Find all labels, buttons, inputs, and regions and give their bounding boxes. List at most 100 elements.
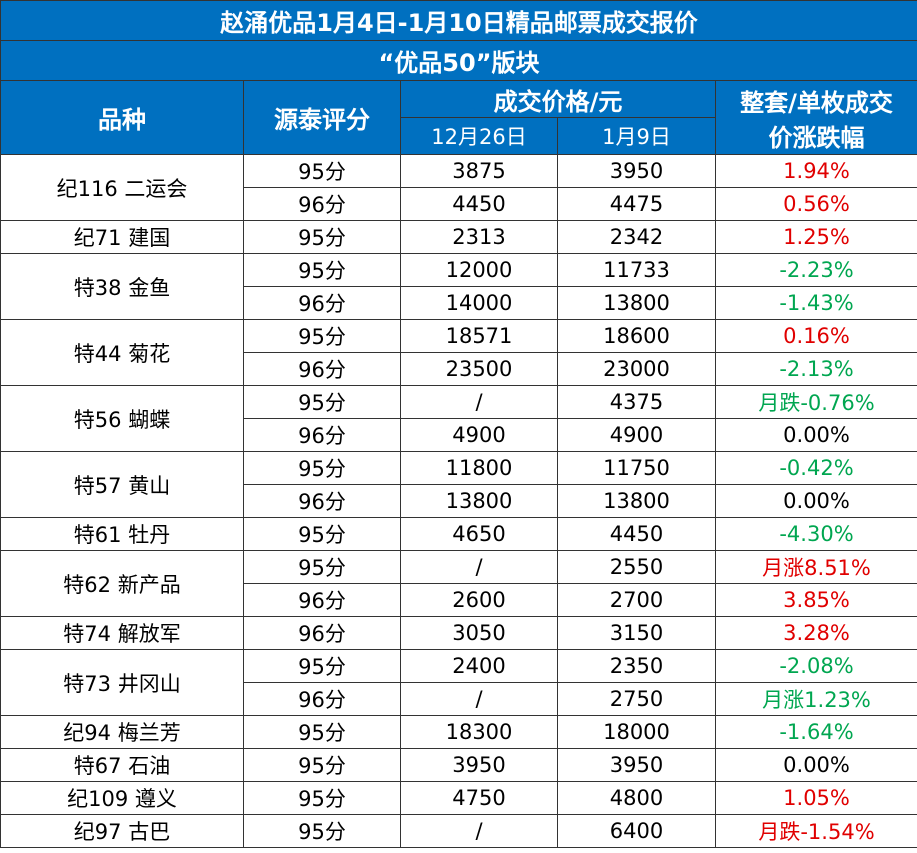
change: 1.05% bbox=[714, 781, 917, 815]
subtitle-row: “优品50”版块 bbox=[0, 40, 917, 81]
change: 0.00% bbox=[714, 748, 917, 782]
change: -1.64% bbox=[714, 715, 917, 749]
price: 4475 bbox=[557, 187, 716, 221]
data-row: 特38 金鱼 95分 12000 11733 -2.23% bbox=[0, 253, 917, 320]
variety: 特57 黄山 bbox=[0, 451, 244, 518]
price: 4900 bbox=[557, 418, 716, 452]
price: 2350 bbox=[557, 649, 716, 683]
price: 4450 bbox=[557, 517, 716, 551]
change: 1.94% bbox=[714, 154, 917, 188]
header-line: 价涨跌幅 bbox=[768, 123, 865, 152]
grade: 95分 bbox=[243, 781, 401, 815]
grade: 96分 bbox=[243, 187, 401, 221]
date-header: 12月26日 bbox=[400, 117, 558, 155]
change: -2.13% bbox=[714, 352, 917, 386]
price: 11733 bbox=[557, 253, 716, 287]
grade: 95分 bbox=[243, 385, 401, 419]
change: 0.16% bbox=[714, 319, 917, 353]
price: 4650 bbox=[400, 517, 558, 551]
data-row: 特57 黄山 95分 11800 11750 -0.42% bbox=[0, 451, 917, 518]
variety: 特62 新产品 bbox=[0, 550, 244, 617]
grade: 96分 bbox=[243, 682, 401, 716]
price: 4900 bbox=[400, 418, 558, 452]
grade: 96分 bbox=[243, 418, 401, 452]
data-row: 纪71 建国 95分 2313 2342 1.25% bbox=[0, 220, 917, 254]
grade: 95分 bbox=[243, 154, 401, 188]
change: 1.25% bbox=[714, 220, 917, 254]
change: 3.28% bbox=[714, 616, 917, 650]
variety: 特74 解放军 bbox=[0, 616, 244, 650]
price: 2313 bbox=[400, 220, 558, 254]
data-row: 特44 菊花 95分 18571 18600 0.16% bbox=[0, 319, 917, 386]
price: 6400 bbox=[557, 814, 716, 848]
price: 14000 bbox=[400, 286, 558, 320]
change: 0.56% bbox=[714, 187, 917, 221]
change: 0.00% bbox=[714, 484, 917, 518]
variety: 特61 牡丹 bbox=[0, 517, 244, 551]
data-row: 特73 井冈山 95分 2400 2350 -2.08% bbox=[0, 649, 917, 716]
grade: 96分 bbox=[243, 286, 401, 320]
grade: 96分 bbox=[243, 484, 401, 518]
header-line: 整套/单枚成交 bbox=[740, 88, 893, 117]
grade: 96分 bbox=[243, 616, 401, 650]
price: 4750 bbox=[400, 781, 558, 815]
grade: 95分 bbox=[243, 253, 401, 287]
price: 3950 bbox=[557, 748, 716, 782]
change: -2.23% bbox=[714, 253, 917, 287]
price: 12000 bbox=[400, 253, 558, 287]
change: 月跌-0.76% bbox=[714, 385, 917, 419]
grade: 96分 bbox=[243, 583, 401, 617]
change: -0.42% bbox=[714, 451, 917, 485]
change: 3.85% bbox=[714, 583, 917, 617]
price: 3950 bbox=[400, 748, 558, 782]
grade: 95分 bbox=[243, 319, 401, 353]
price: 2600 bbox=[400, 583, 558, 617]
change: 月涨8.51% bbox=[714, 550, 917, 584]
change: -4.30% bbox=[714, 517, 917, 551]
col-header: 整套/单枚成交 价涨跌幅 bbox=[714, 80, 917, 155]
variety: 特44 菊花 bbox=[0, 319, 244, 386]
grade: 95分 bbox=[243, 550, 401, 584]
title-row: 赵涌优品1月4日-1月10日精品邮票成交报价 bbox=[0, 0, 917, 41]
price: 3875 bbox=[400, 154, 558, 188]
price: 3050 bbox=[400, 616, 558, 650]
data-row: 纪97 古巴 95分/6400 月跌-1.54% bbox=[0, 814, 917, 848]
grade: 95分 bbox=[243, 814, 401, 848]
col-header: 源泰评分 bbox=[243, 80, 401, 155]
price: 4800 bbox=[557, 781, 716, 815]
price: 2750 bbox=[557, 682, 716, 716]
price: 13800 bbox=[557, 286, 716, 320]
data-row: 特62 新产品 95分/2550 月涨8.51% bbox=[0, 550, 917, 617]
change: -1.43% bbox=[714, 286, 917, 320]
price: 2550 bbox=[557, 550, 716, 584]
data-row: 特56 蝴蝶 95分/4375 月跌-0.76% bbox=[0, 385, 917, 452]
change: 月涨1.23% bbox=[714, 682, 917, 716]
data-row: 96分 13800 13800 0.00% bbox=[1, 484, 917, 518]
variety: 纪94 梅兰芳 bbox=[0, 715, 244, 749]
price: 18000 bbox=[557, 715, 716, 749]
price: 4450 bbox=[400, 187, 558, 221]
data-row: 纪116 二运会 95分 3875 3950 1.94% bbox=[0, 154, 917, 221]
price: 18300 bbox=[400, 715, 558, 749]
price: 2400 bbox=[400, 649, 558, 683]
data-row: 96分 2600 2700 3.85% bbox=[1, 583, 917, 617]
price: 4375 bbox=[557, 385, 716, 419]
header-row: 12月26日 1月9日 bbox=[1, 117, 917, 155]
variety: 特38 金鱼 bbox=[0, 253, 244, 320]
price: 23500 bbox=[400, 352, 558, 386]
price: / bbox=[400, 814, 558, 848]
grade: 95分 bbox=[243, 517, 401, 551]
price: 18600 bbox=[557, 319, 716, 353]
variety: 特73 井冈山 bbox=[0, 649, 244, 716]
price: 11800 bbox=[400, 451, 558, 485]
price: / bbox=[400, 550, 558, 584]
price: 3150 bbox=[557, 616, 716, 650]
header-row: 品种 源泰评分 成交价格/元 整套/单枚成交 价涨跌幅 bbox=[0, 80, 917, 155]
price: 2342 bbox=[557, 220, 716, 254]
change: 月跌-1.54% bbox=[714, 814, 917, 848]
data-row: 特61 牡丹 95分 4650 4450 -4.30% bbox=[0, 517, 917, 551]
data-row: 96分 14000 13800 -1.43% bbox=[1, 286, 917, 320]
grade: 95分 bbox=[243, 220, 401, 254]
